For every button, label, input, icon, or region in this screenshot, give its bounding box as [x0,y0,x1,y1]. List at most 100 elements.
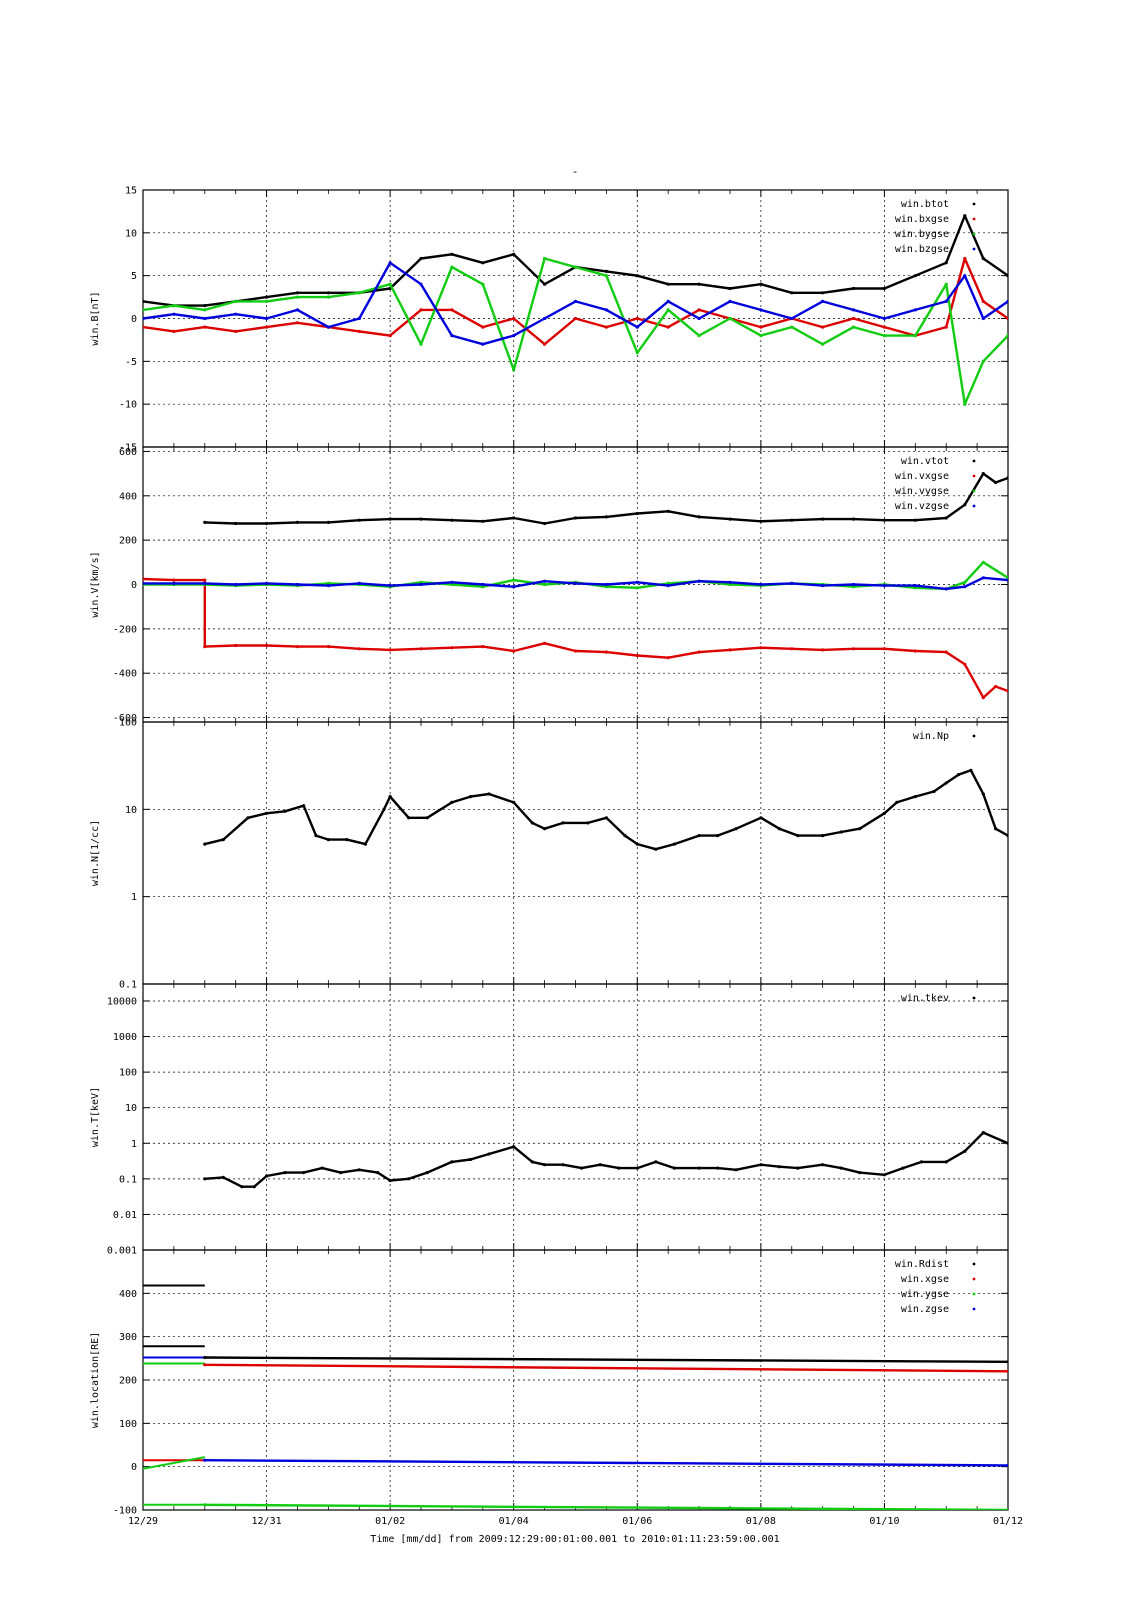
y-tick-label: 1 [131,892,137,903]
y-tick-label: 100 [119,1419,137,1430]
data-point [944,282,948,286]
data-point [203,316,207,321]
panel-1: 15 10 5 0 -5 -10 -15 win.B[nT] win.btot win.bxgse… [90,186,1009,454]
data-point [697,308,701,312]
y-tick-label: 0.01 [113,1210,137,1221]
data-point [963,1149,967,1153]
data-point [265,299,269,303]
data-point [666,656,670,660]
y-tick-label: -10 [119,400,137,411]
data-point [981,256,985,261]
data-point [963,256,967,261]
data-point [265,643,269,648]
legend-label: win.xgse [901,1274,949,1285]
data-point [604,325,609,329]
y-axis-label: win.location[RE] [90,1332,101,1428]
data-point [573,516,578,520]
data-point [790,325,794,329]
panel-data [203,768,1008,851]
data-point [1006,334,1008,338]
data-point [586,821,590,825]
data-point [203,842,207,846]
data-point [203,1355,207,1360]
data-point [561,821,565,825]
data-point [851,647,856,651]
data-point [635,316,639,321]
data-point [944,781,948,785]
data-point [295,308,300,312]
data-point [419,282,423,286]
data-point [326,838,330,842]
data-point [994,827,998,831]
y-tick-label: 200 [119,1376,137,1387]
data-point [944,325,948,329]
data-point [821,517,825,521]
data-point [450,265,454,269]
panel-data [203,1131,1008,1189]
data-point [821,584,825,588]
data-point [821,299,825,303]
legend-label: win.bygse [895,229,949,240]
data-point [326,645,330,649]
y-tick-label: 400 [119,1289,137,1300]
panel-2: 600 400 200 0 -200 -400 -600 win.V[km/s] win.vto… [90,446,1009,724]
data-point [759,308,763,312]
x-tick-label: 01/08 [746,1516,776,1527]
data-point [728,517,732,521]
data-point [913,586,917,590]
y-tick-label: -600 [113,713,137,724]
data-point [357,316,361,321]
x-tick-label: 12/31 [252,1516,282,1527]
data-point [882,334,887,338]
data-point [450,308,454,312]
data-point [265,811,269,815]
series-line-win-bxgse [143,257,1008,346]
data-point [1006,1463,1008,1467]
data-point [419,517,423,521]
data-point [759,646,763,650]
data-point [981,696,985,700]
data-point [913,274,917,278]
legend-marker [972,489,976,493]
legend-marker [972,202,976,206]
data-point [357,329,361,333]
data-point [821,1163,825,1167]
data-point [450,800,454,805]
data-point [543,521,547,526]
data-point [604,585,609,589]
y-tick-label: 1000 [113,1032,137,1043]
data-point [697,316,701,321]
data-point [759,1163,763,1167]
data-point [635,842,639,846]
data-point [882,286,887,291]
data-point [851,308,856,312]
x-tick-label: 01/12 [993,1516,1023,1527]
data-point [265,325,269,329]
panel-3: 100 10 1 0.1 win.N[1/cc] win.Np [90,718,1009,991]
legend-label: win.vygse [895,486,949,497]
data-point [777,1165,782,1169]
data-point [654,1160,658,1164]
data-point [450,580,454,584]
data-point [882,647,887,651]
data-point [728,299,732,303]
data-point [697,579,701,583]
data-point [994,684,998,689]
data-point [388,282,392,286]
legend-marker [972,1307,976,1311]
data-point [573,649,578,653]
data-point [143,325,145,329]
data-point [512,516,516,520]
data-point [481,582,485,587]
legend-label: win.bzgse [895,244,949,255]
data-point [635,586,639,590]
x-tick-label: 01/06 [622,1516,652,1527]
data-point [425,816,429,820]
data-point [759,519,763,523]
data-point [728,580,732,584]
panel-frame [142,983,1009,1251]
data-point [1006,834,1008,838]
data-point [1006,476,1008,480]
data-point [697,650,701,654]
data-point [295,291,300,295]
